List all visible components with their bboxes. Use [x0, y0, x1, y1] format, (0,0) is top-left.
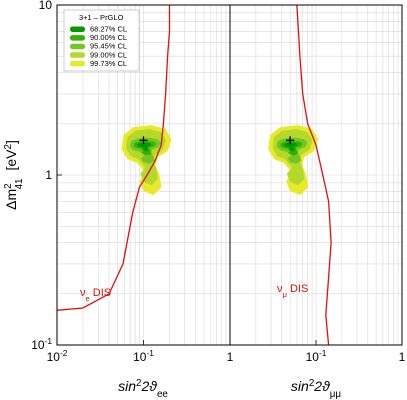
x-tick-label: 1	[399, 350, 406, 364]
legend-label: 95.45% CL	[90, 42, 127, 51]
right-best-fit-marker	[286, 136, 295, 145]
right-panel: νμ DIS	[230, 4, 402, 346]
numu-dis-label: νμ DIS	[277, 283, 308, 299]
legend-title: 3+1 – PrGLO	[79, 13, 124, 22]
x-tick-label: 10-1	[306, 348, 327, 364]
legend-label: 68.27% CL	[90, 25, 127, 34]
confidence-region	[284, 142, 298, 152]
right-confidence-regions	[268, 125, 319, 196]
y-tick-label: 10-1	[31, 336, 52, 352]
left-best-fit-marker	[139, 136, 148, 145]
numu-dis-limit-curve	[296, 4, 332, 346]
legend-swatch	[70, 43, 85, 50]
right-x-axis-label: sin22ϑμμ	[291, 378, 341, 400]
x-tick-label: 10-2	[47, 348, 68, 364]
legend-swatch	[70, 26, 85, 32]
legend-swatch	[70, 35, 85, 41]
y-tick-label: 1	[45, 168, 52, 182]
nue-dis-label: νe DIS	[80, 287, 111, 303]
legend-swatch	[70, 60, 85, 67]
legend-label: 90.00% CL	[90, 33, 127, 42]
legend-label: 99.73% CL	[90, 59, 127, 68]
x-tick-label: 1	[227, 350, 234, 364]
legend-swatch	[70, 52, 85, 58]
confidence-region	[137, 142, 152, 152]
nue-dis-limit-curve	[56, 5, 171, 311]
legend-label: 99.00% CL	[90, 50, 127, 59]
x-tick-label: 10-1	[133, 348, 154, 364]
left-confidence-regions	[121, 125, 172, 196]
y-tick-label: 10	[39, 0, 53, 12]
left-x-axis-label: sin22ϑee	[118, 378, 168, 400]
y-axis-label: Δm241[eV2]	[3, 140, 25, 210]
